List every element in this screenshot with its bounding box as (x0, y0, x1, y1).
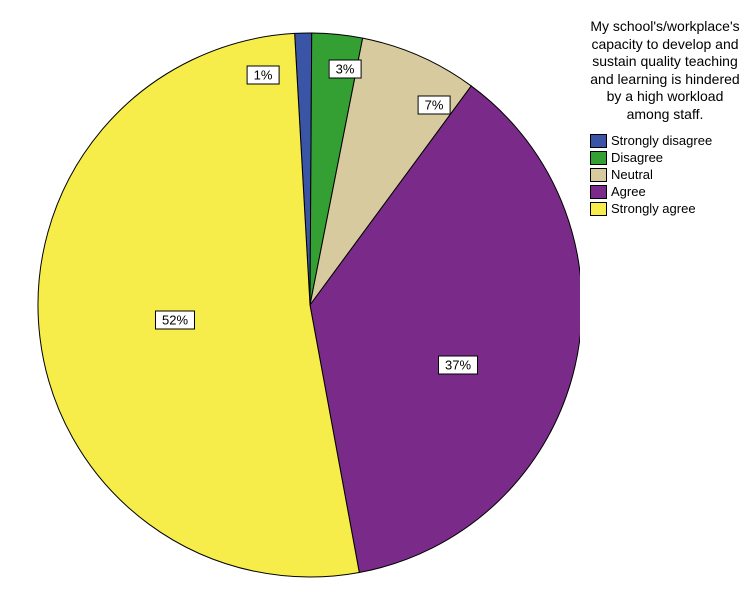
slice-label-agree: 37% (438, 356, 478, 375)
slice-label-neutral: 7% (418, 96, 451, 115)
legend-swatch-strongly_agree (590, 202, 607, 216)
legend-item-strongly_agree: Strongly agree (590, 201, 740, 216)
legend-label-disagree: Disagree (611, 150, 663, 165)
slice-label-disagree: 3% (329, 60, 362, 79)
slice-label-strongly_disagree: 1% (247, 66, 280, 85)
legend-label-strongly_disagree: Strongly disagree (611, 133, 712, 148)
slice-label-strongly_agree: 52% (155, 311, 195, 330)
legend: My school's/workplace's capacity to deve… (590, 18, 740, 218)
legend-swatch-neutral (590, 168, 607, 182)
legend-swatch-disagree (590, 151, 607, 165)
legend-label-agree: Agree (611, 184, 646, 199)
chart-title: My school's/workplace's capacity to deve… (590, 18, 740, 123)
legend-item-neutral: Neutral (590, 167, 740, 182)
legend-item-disagree: Disagree (590, 150, 740, 165)
legend-label-neutral: Neutral (611, 167, 653, 182)
legend-label-strongly_agree: Strongly agree (611, 201, 696, 216)
legend-item-strongly_disagree: Strongly disagree (590, 133, 740, 148)
pie-chart: 1% 3% 7% 37% 52% (20, 10, 580, 590)
legend-item-agree: Agree (590, 184, 740, 199)
legend-swatch-strongly_disagree (590, 134, 607, 148)
legend-swatch-agree (590, 185, 607, 199)
